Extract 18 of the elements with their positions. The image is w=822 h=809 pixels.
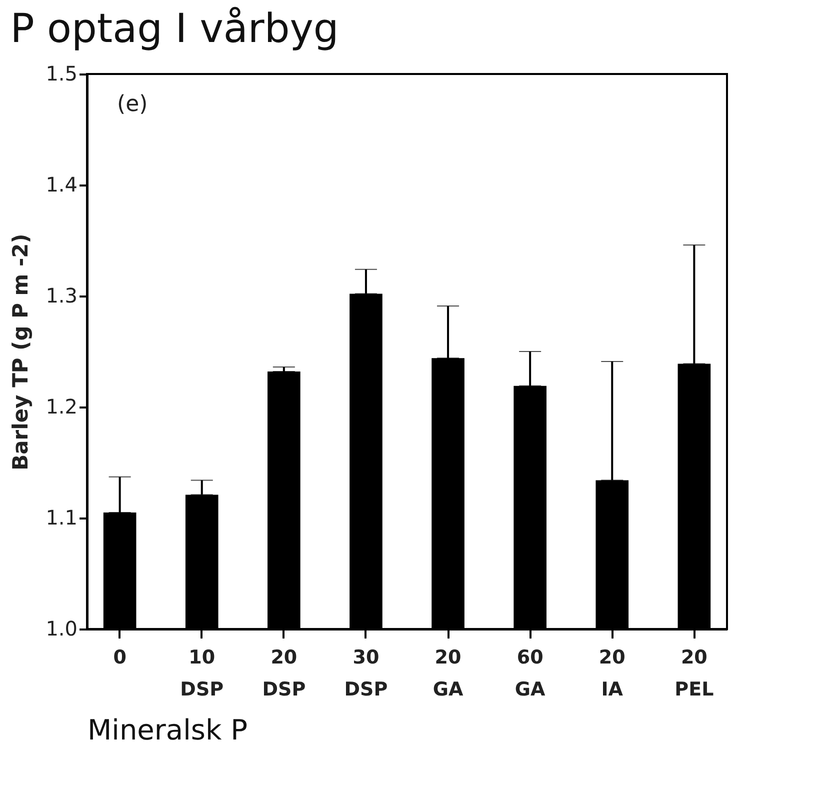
y-tick-label: 1.5 <box>46 62 78 86</box>
y-tick-label: 1.0 <box>46 616 78 640</box>
x-tick-label: 10 DSP <box>180 646 224 700</box>
x-tick-label: 20 GA <box>432 646 464 700</box>
x-tick-label: 0 <box>113 646 126 668</box>
y-tick-label: 1.4 <box>46 172 78 196</box>
x-tick-label: 30 DSP <box>344 646 388 700</box>
y-axis-title: Barley TP (g P m -2) <box>8 234 33 470</box>
y-tick-label: 1.1 <box>46 506 78 530</box>
x-tick-label: 20 IA <box>598 646 626 700</box>
x-axis-title: Mineralsk P <box>88 714 248 746</box>
x-tick-label: 20 DSP <box>262 646 306 700</box>
chart-title: P optag I vårbyg <box>10 6 339 52</box>
x-tick-label: 20 PEL <box>674 646 714 700</box>
annotation: (e) <box>117 92 148 117</box>
y-tick-label: 1.2 <box>46 394 78 418</box>
y-tick-label: 1.3 <box>46 284 78 308</box>
x-tick-label: 60 GA <box>514 646 546 700</box>
